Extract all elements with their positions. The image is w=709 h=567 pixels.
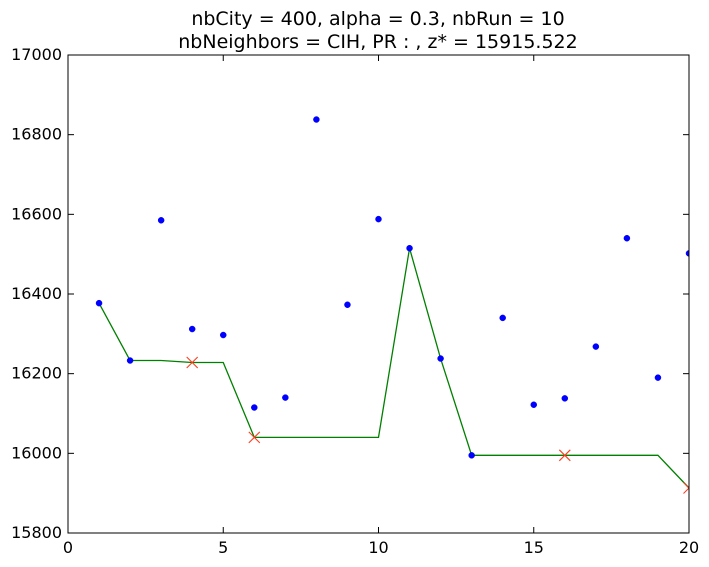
x-tick-label: 20	[679, 538, 699, 557]
scatter-point-4	[188, 325, 196, 333]
scatter-point-10	[375, 215, 382, 223]
chart-title-line-1: nbCity = 400, alpha = 0.3, nbRun = 10	[191, 8, 564, 30]
y-tick-label: 16600	[11, 204, 62, 223]
scatter-point-17	[592, 343, 600, 350]
improvement-marker-2	[248, 431, 261, 444]
best-so-far-line	[98, 248, 689, 489]
x-tick-label: 0	[63, 538, 73, 557]
x-tick-label: 10	[368, 538, 388, 557]
scatter-point-12	[437, 355, 444, 362]
scatter-point-15	[530, 401, 537, 408]
plot-frame	[67, 54, 690, 534]
scatter-point-6	[251, 404, 258, 411]
scatter-point-5	[220, 331, 227, 339]
improvement-marker-4	[683, 482, 689, 494]
scatter-point-1	[95, 299, 103, 307]
scatter-point-3	[157, 217, 165, 224]
scatter-point-7	[282, 394, 289, 401]
y-tick-label: 16000	[11, 443, 62, 462]
chart-marks	[95, 116, 689, 494]
axis-ticks: 0 5 10 15 20 15800 16000 16200 16400 16600 16800 17…	[11, 45, 699, 557]
scatter-point-14	[499, 314, 506, 322]
scatter-point-11	[406, 244, 413, 252]
y-tick-label: 15800	[11, 523, 62, 542]
y-tick-label: 17000	[11, 45, 62, 64]
y-tick-label: 16800	[11, 125, 62, 144]
scatter-point-19	[654, 374, 662, 381]
improvement-marker-stroke-b	[248, 431, 261, 444]
scatter-point-2	[126, 357, 134, 364]
x-tick-label: 5	[218, 538, 228, 557]
improvement-marker-stroke-b	[683, 487, 689, 494]
scatter-point-20	[685, 250, 689, 257]
scatter-point-9	[344, 301, 351, 309]
scatter-point-18	[623, 234, 631, 242]
scatter-point-13	[468, 452, 475, 459]
scatter-point-8	[313, 116, 320, 123]
improvement-marker-stroke-b	[558, 449, 571, 462]
y-tick-label: 16400	[11, 284, 62, 303]
y-tick-label: 16200	[11, 364, 62, 383]
plot-area	[95, 116, 689, 494]
improvement-marker-3	[558, 449, 571, 462]
x-tick-label: 15	[524, 538, 544, 557]
improvement-marker-stroke-b	[186, 356, 199, 369]
improvement-marker-stroke-a	[683, 482, 689, 489]
improvement-marker-1	[186, 356, 199, 369]
scatter-point-16	[561, 395, 569, 402]
chart-title-line-2: nbNeighbors = CIH, PR : , z* = 15915.522	[178, 31, 577, 53]
